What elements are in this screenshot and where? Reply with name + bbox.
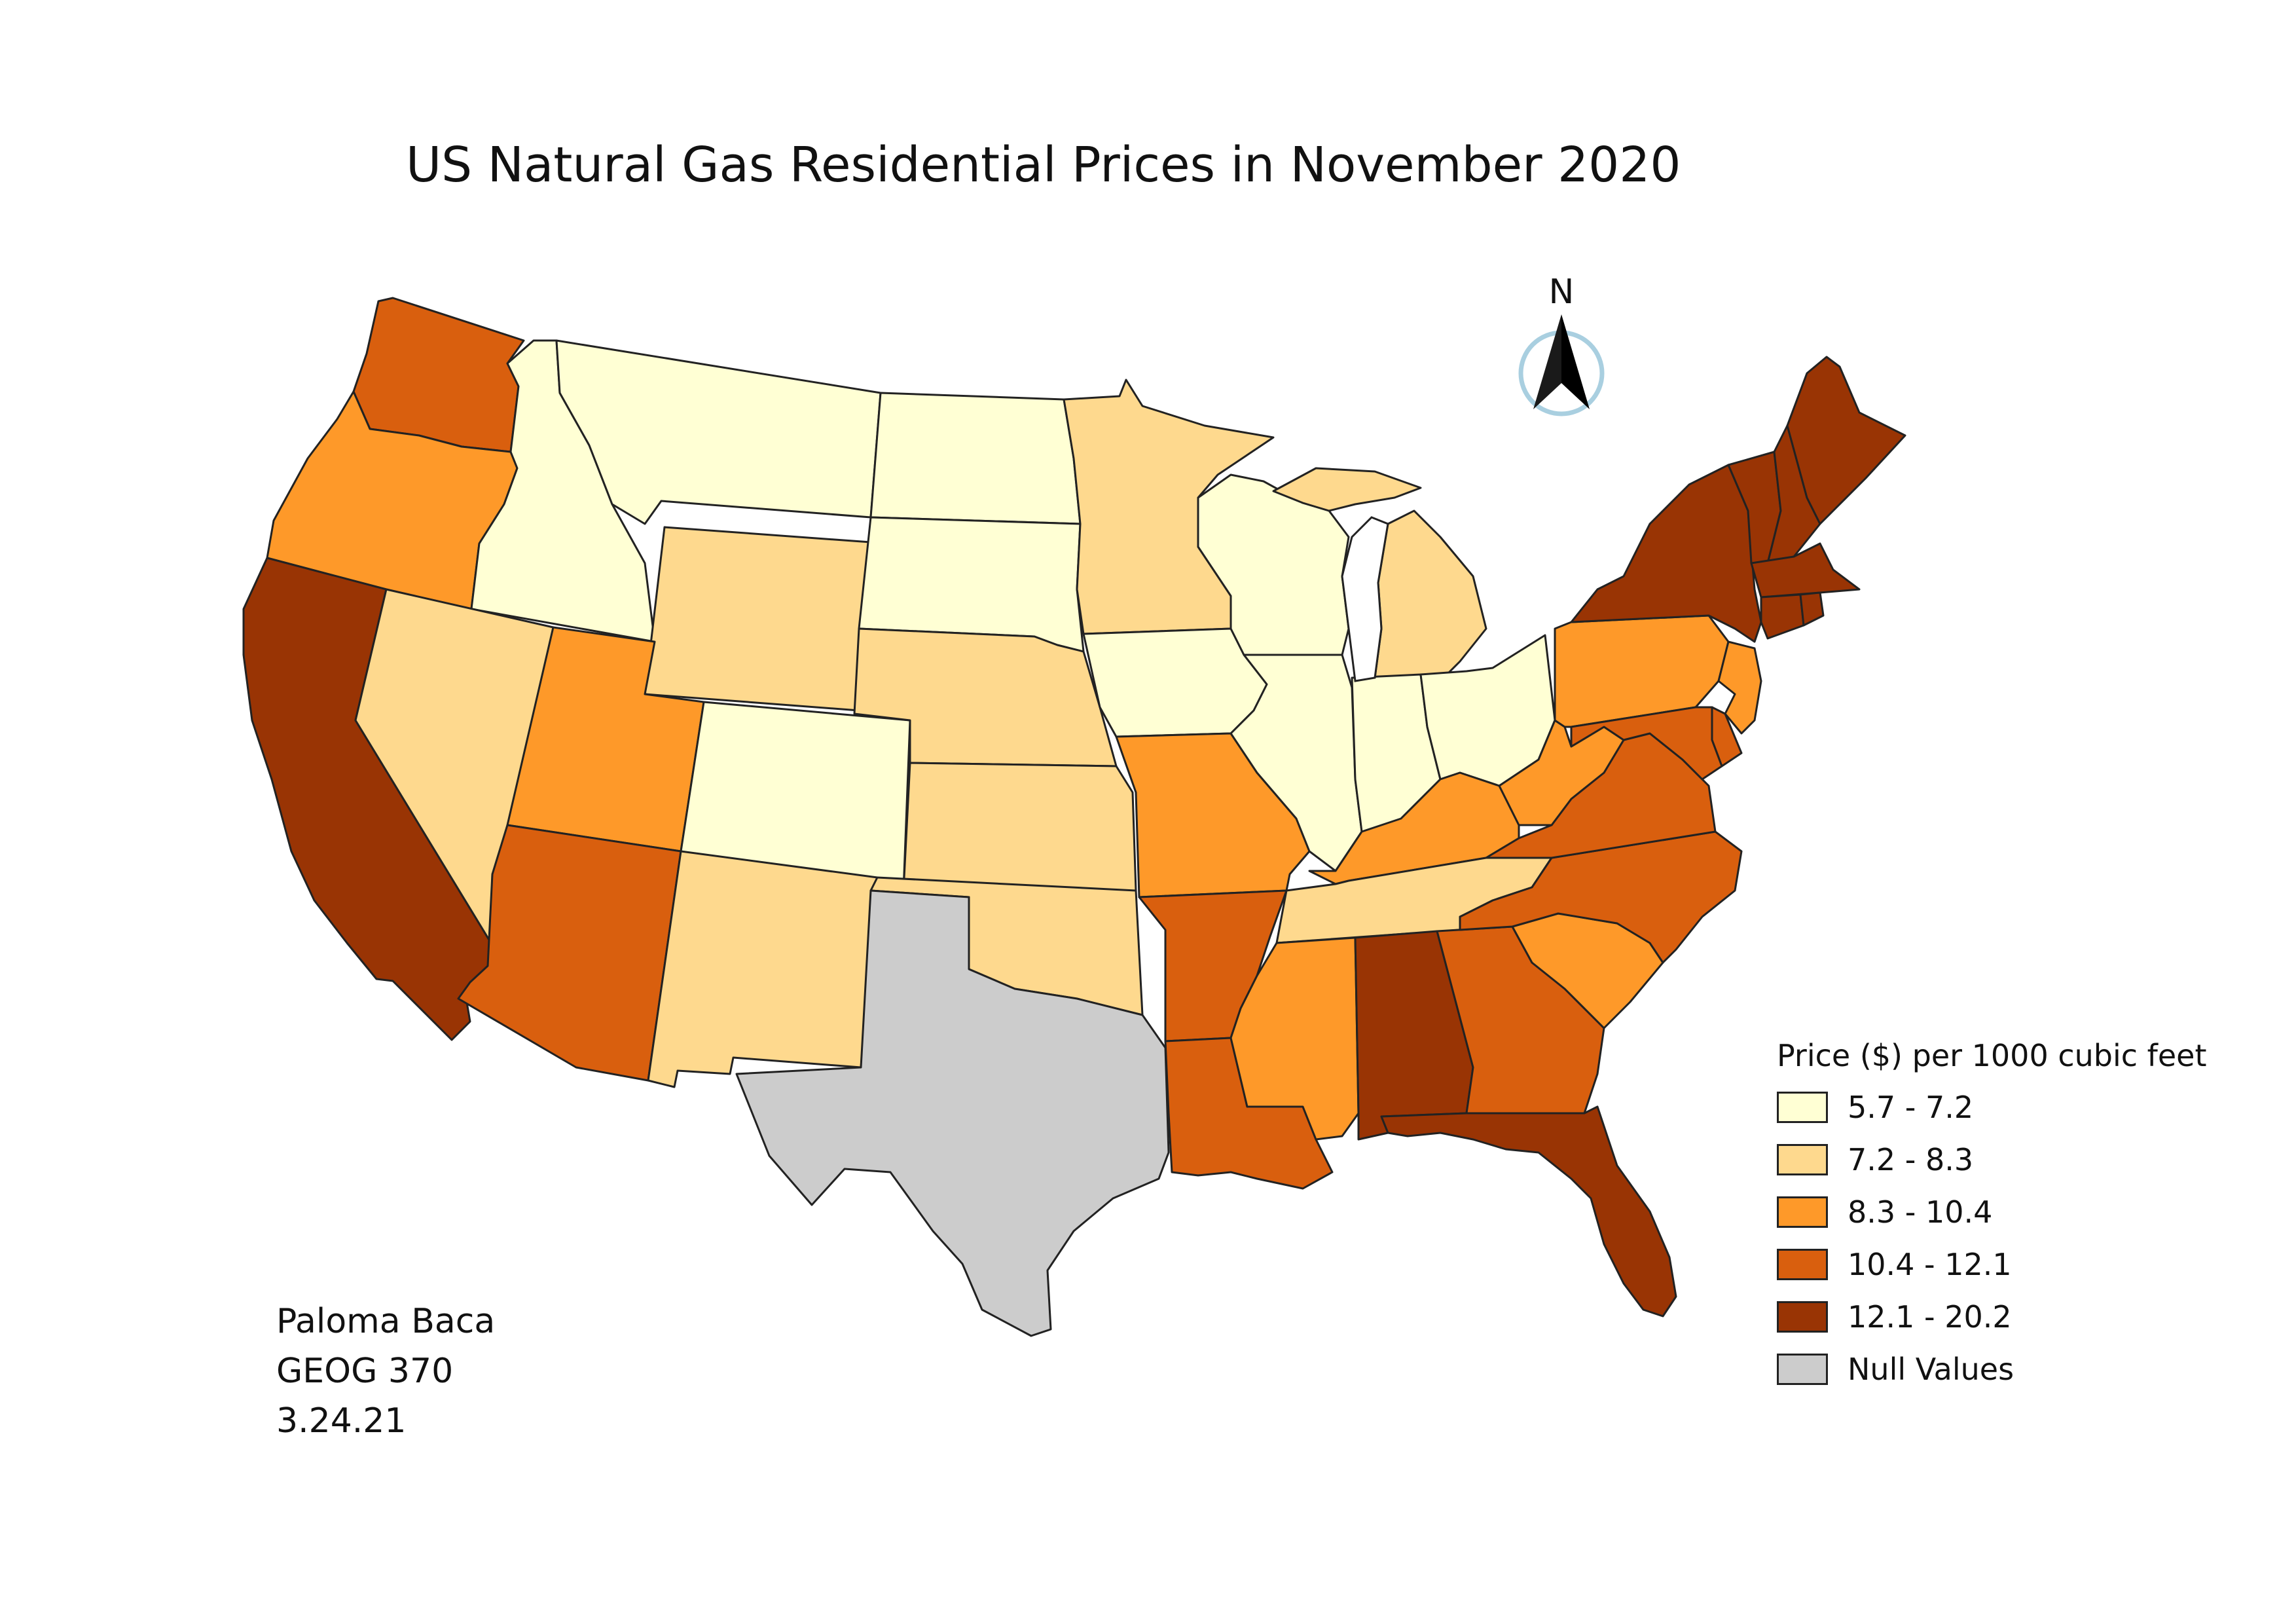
lake-michigan [1341,516,1389,682]
state-ne [853,627,1118,767]
legend-item: 7.2 - 8.3 [1777,1134,2207,1186]
legend-label: 7.2 - 8.3 [1848,1142,1974,1177]
legend: Price ($) per 1000 cubic feet 5.7 - 7.2 … [1777,1038,2207,1395]
state-tx [735,889,1170,1337]
legend-swatch [1777,1092,1828,1123]
state-ny [1570,464,1762,643]
legend-item: 10.4 - 12.1 [1777,1238,2207,1291]
state-ct [1760,593,1805,640]
legend-item: Null Values [1777,1343,2207,1395]
state-ri [1799,591,1825,627]
legend-label: Null Values [1848,1352,2014,1387]
map-date: 3.24.21 [276,1401,407,1441]
north-label: N [1548,272,1575,312]
legend-swatch [1777,1301,1828,1333]
legend-item: 8.3 - 10.4 [1777,1186,2207,1238]
state-nc [1459,830,1743,964]
course-code: GEOG 370 [276,1352,454,1391]
legend-item: 12.1 - 20.2 [1777,1291,2207,1343]
state-wa [352,297,525,453]
state-nj [1717,640,1762,735]
state-md [1570,706,1723,781]
state-me [1786,356,1906,525]
legend-label: 8.3 - 10.4 [1848,1194,1993,1230]
state-fl [1380,1105,1677,1318]
map-title: US Natural Gas Residential Prices in Nov… [406,137,1681,193]
legend-title: Price ($) per 1000 cubic feet [1777,1038,2207,1073]
author-name: Paloma Baca [276,1302,496,1341]
legend-swatch [1777,1354,1828,1385]
legend-swatch [1777,1196,1828,1228]
legend-label: 12.1 - 20.2 [1848,1299,2012,1335]
state-nm [647,850,879,1088]
legend-swatch [1777,1249,1828,1280]
state-wy [644,526,872,712]
legend-item: 5.7 - 7.2 [1777,1081,2207,1134]
credits: Paloma Baca GEOG 370 3.24.21 [276,1297,495,1446]
state-ks [902,762,1137,892]
legend-label: 5.7 - 7.2 [1848,1090,1974,1125]
north-arrow: N [1499,275,1624,432]
state-nd [869,392,1082,525]
north-arrow-icon [1518,314,1605,416]
legend-swatch [1777,1144,1828,1175]
legend-label: 10.4 - 12.1 [1848,1247,2012,1282]
